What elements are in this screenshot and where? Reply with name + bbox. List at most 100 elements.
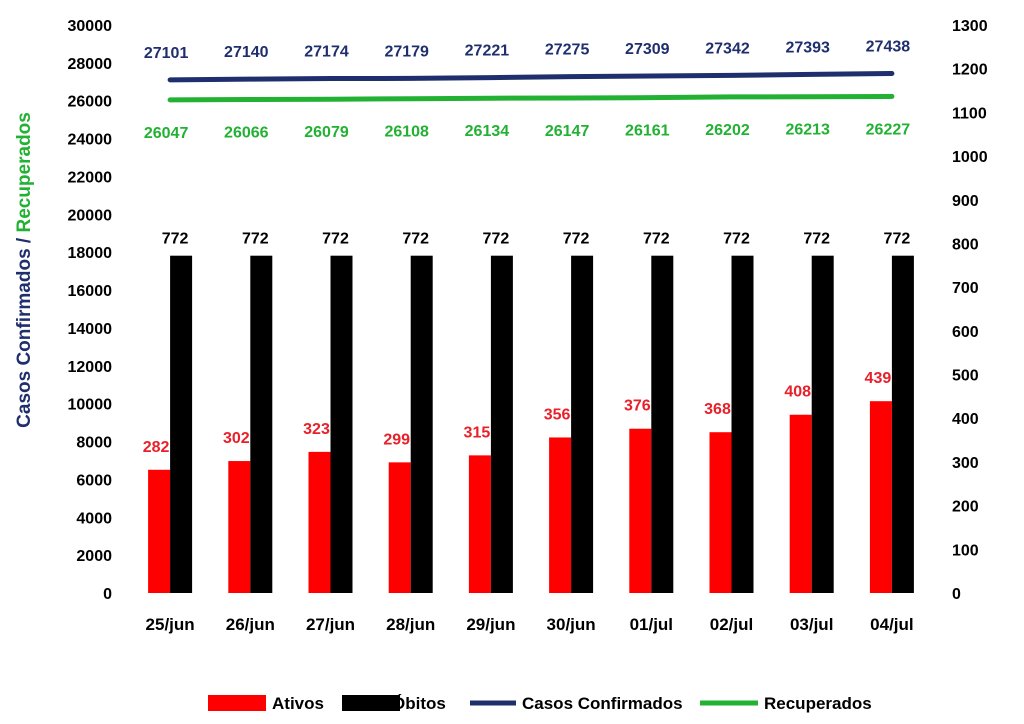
bar-obitos: [410, 255, 433, 594]
bar-obitos: [571, 255, 594, 594]
right-tick-label: 800: [952, 236, 979, 253]
label-obitos: 772: [242, 231, 269, 248]
label-casos-confirmados: 27174: [304, 44, 349, 61]
label-ativos: 323: [303, 421, 330, 438]
label-ativos: 315: [464, 424, 491, 441]
right-tick-label: 400: [952, 411, 979, 428]
x-tick-label: 28/jun: [386, 615, 435, 634]
left-axis-label-recuperados: Recuperados: [14, 112, 35, 232]
bar-ativos: [228, 461, 251, 593]
label-recuperados: 26202: [705, 122, 750, 139]
label-obitos: 772: [563, 231, 590, 248]
bar-ativos: [468, 455, 491, 593]
bars: [148, 255, 914, 594]
x-axis-ticks: 25/jun 26/jun 27/jun 28/jun 29/jun 30/jun 01/j…: [146, 615, 914, 634]
label-obitos: 772: [402, 231, 429, 248]
bar-ativos: [148, 469, 171, 593]
right-tick-label: 100: [952, 542, 979, 559]
bar-obitos: [811, 255, 834, 594]
left-tick-label: 26000: [68, 94, 113, 111]
bar-ativos: [308, 451, 331, 593]
bar-obitos: [170, 255, 193, 594]
label-obitos: 772: [723, 231, 750, 248]
label-recuperados: 26047: [144, 125, 189, 142]
label-ativos: 439: [865, 370, 892, 387]
bar-ativos: [789, 414, 812, 593]
left-tick-label: 8000: [76, 435, 112, 452]
line-recuperados: [167, 93, 895, 103]
right-tick-label: 0: [952, 586, 961, 603]
bar-obitos: [250, 255, 273, 594]
bar-obitos: [651, 255, 674, 594]
legend-label: Casos Confirmados: [522, 694, 683, 713]
left-tick-label: 6000: [76, 472, 112, 489]
label-obitos: 772: [803, 231, 830, 248]
legend-label: Óbitos: [392, 694, 446, 713]
right-tick-label: 300: [952, 455, 979, 472]
label-casos-confirmados: 27309: [625, 41, 670, 58]
label-casos-confirmados: 27342: [705, 40, 750, 57]
label-casos-confirmados: 27140: [224, 44, 269, 61]
left-tick-label: 10000: [68, 397, 113, 414]
left-tick-label: 24000: [68, 132, 113, 149]
bar-obitos: [731, 255, 754, 594]
x-tick-label: 29/jun: [466, 615, 515, 634]
right-tick-label: 600: [952, 324, 979, 341]
label-ativos: 408: [784, 384, 811, 401]
legend-item-ativos: Ativos: [208, 694, 324, 713]
x-tick-label: 27/jun: [306, 615, 355, 634]
legend-item-óbitos: Óbitos: [342, 694, 446, 713]
line-casos-confirmados: [167, 71, 895, 83]
x-tick-label: 01/jul: [630, 615, 673, 634]
left-axis-ticks: 0 2000 4000 6000 8000 10000 12000 14000 16000 180…: [68, 18, 113, 603]
label-recuperados: 26213: [785, 122, 830, 139]
legend: Ativos Óbitos Casos Confirmados Recuperados: [208, 694, 872, 713]
label-recuperados: 26066: [224, 124, 269, 141]
label-casos-confirmados: 27393: [785, 39, 830, 56]
x-tick-label: 03/jul: [790, 615, 833, 634]
label-obitos: 772: [643, 231, 670, 248]
left-axis-label-confirmados: Casos Confirmados: [14, 248, 35, 427]
left-tick-label: 28000: [68, 56, 113, 73]
legend-label: Ativos: [272, 694, 324, 713]
label-ativos: 302: [223, 430, 250, 447]
label-casos-confirmados: 27275: [545, 42, 590, 59]
right-tick-label: 500: [952, 368, 979, 385]
label-recuperados: 26227: [866, 121, 911, 138]
right-tick-label: 200: [952, 499, 979, 516]
legend-item-recuperados: Recuperados: [700, 694, 872, 713]
legend-swatch: [342, 695, 400, 711]
label-obitos: 772: [322, 231, 349, 248]
label-casos-confirmados: 27101: [144, 45, 189, 62]
left-tick-label: 2000: [76, 548, 112, 565]
label-ativos: 282: [143, 439, 170, 456]
label-obitos: 772: [483, 231, 510, 248]
right-tick-label: 1000: [952, 149, 988, 166]
bar-obitos: [330, 255, 353, 594]
label-casos-confirmados: 27221: [465, 43, 510, 60]
label-ativos: 376: [624, 398, 651, 415]
right-tick-label: 1100: [952, 105, 987, 122]
bar-obitos: [891, 255, 914, 594]
left-tick-label: 0: [103, 586, 112, 603]
label-ativos: 368: [704, 401, 731, 418]
label-casos-confirmados: 27438: [866, 39, 911, 56]
left-tick-label: 14000: [68, 321, 113, 338]
x-tick-label: 02/jul: [710, 615, 753, 634]
left-tick-label: 18000: [68, 245, 113, 262]
legend-label: Recuperados: [764, 694, 872, 713]
left-tick-label: 22000: [68, 169, 113, 186]
label-recuperados: 26134: [465, 123, 510, 140]
label-ativos: 356: [544, 406, 571, 423]
label-obitos: 772: [884, 231, 911, 248]
label-recuperados: 26147: [545, 123, 590, 140]
legend-item-casos-confirmados: Casos Confirmados: [470, 694, 683, 713]
right-axis-ticks: 0 100 200 300 400 500 600 700 800 900 1000 1100 1200…: [952, 18, 988, 603]
x-tick-label: 25/jun: [146, 615, 195, 634]
bar-ativos: [629, 428, 652, 593]
lines: [167, 71, 895, 103]
left-axis-label-separator: /: [14, 233, 35, 249]
left-tick-label: 30000: [68, 18, 113, 35]
label-recuperados: 26161: [625, 123, 670, 140]
